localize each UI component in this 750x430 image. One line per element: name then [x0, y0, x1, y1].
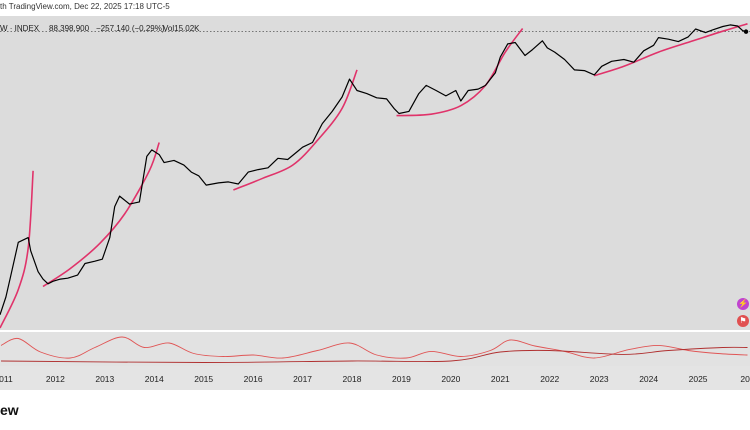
price-chart: 011 2012 2013 2014 2015 2016 2017 2018 2019 2020 2… — [0, 23, 750, 384]
symbol-name[interactable]: W · INDEX — [0, 24, 40, 33]
x-tick-label: 2023 — [590, 374, 609, 384]
x-tick-label: 2013 — [95, 374, 114, 384]
last-price-marker — [743, 29, 749, 34]
x-tick-label: 2021 — [491, 374, 510, 384]
x-tick-label: 2014 — [145, 374, 164, 384]
fit-curve-1 — [0, 170, 34, 329]
volume-value: Vol15.02K — [163, 24, 200, 33]
fit-curve-3 — [233, 69, 358, 191]
x-tick-label: 202 — [740, 374, 750, 384]
oscillator-upper-line — [0, 336, 748, 359]
x-tick-label: 2016 — [244, 374, 263, 384]
symbol-legend: W · INDEX 88,398.900 −257.140 (−0.29%) V… — [0, 22, 750, 36]
time-axis[interactable] — [0, 366, 750, 390]
x-tick-label: 011 — [0, 374, 13, 384]
fit-curve-2 — [42, 142, 160, 288]
footer: ew — [0, 390, 750, 430]
flag-icon[interactable]: ⚑ — [737, 315, 749, 327]
oscillator-lower-line — [0, 346, 748, 363]
x-tick-label: 2018 — [343, 374, 362, 384]
brand-logo-text: ew — [0, 402, 19, 418]
price-pane[interactable] — [0, 16, 750, 330]
chart-header: th TradingView.com, Dec 22, 2025 17:18 U… — [0, 0, 750, 14]
last-price: 88,398.900 — [49, 24, 90, 33]
x-tick-label: 2015 — [194, 374, 213, 384]
price-series-line — [0, 24, 747, 315]
fit-curve-4 — [396, 28, 524, 117]
published-info: th TradingView.com, Dec 22, 2025 17:18 U… — [0, 2, 170, 11]
x-tick-label: 2022 — [540, 374, 559, 384]
x-tick-label: 2019 — [392, 374, 411, 384]
fit-curve-5 — [594, 23, 748, 77]
x-tick-label: 2025 — [689, 374, 708, 384]
lightning-icon[interactable]: ⚡ — [737, 298, 749, 310]
price-change: −257.140 (−0.29%) — [96, 24, 165, 33]
x-tick-label: 2020 — [441, 374, 460, 384]
x-tick-label: 2012 — [46, 374, 65, 384]
x-tick-label: 2017 — [293, 374, 312, 384]
x-tick-label: 2024 — [639, 374, 658, 384]
